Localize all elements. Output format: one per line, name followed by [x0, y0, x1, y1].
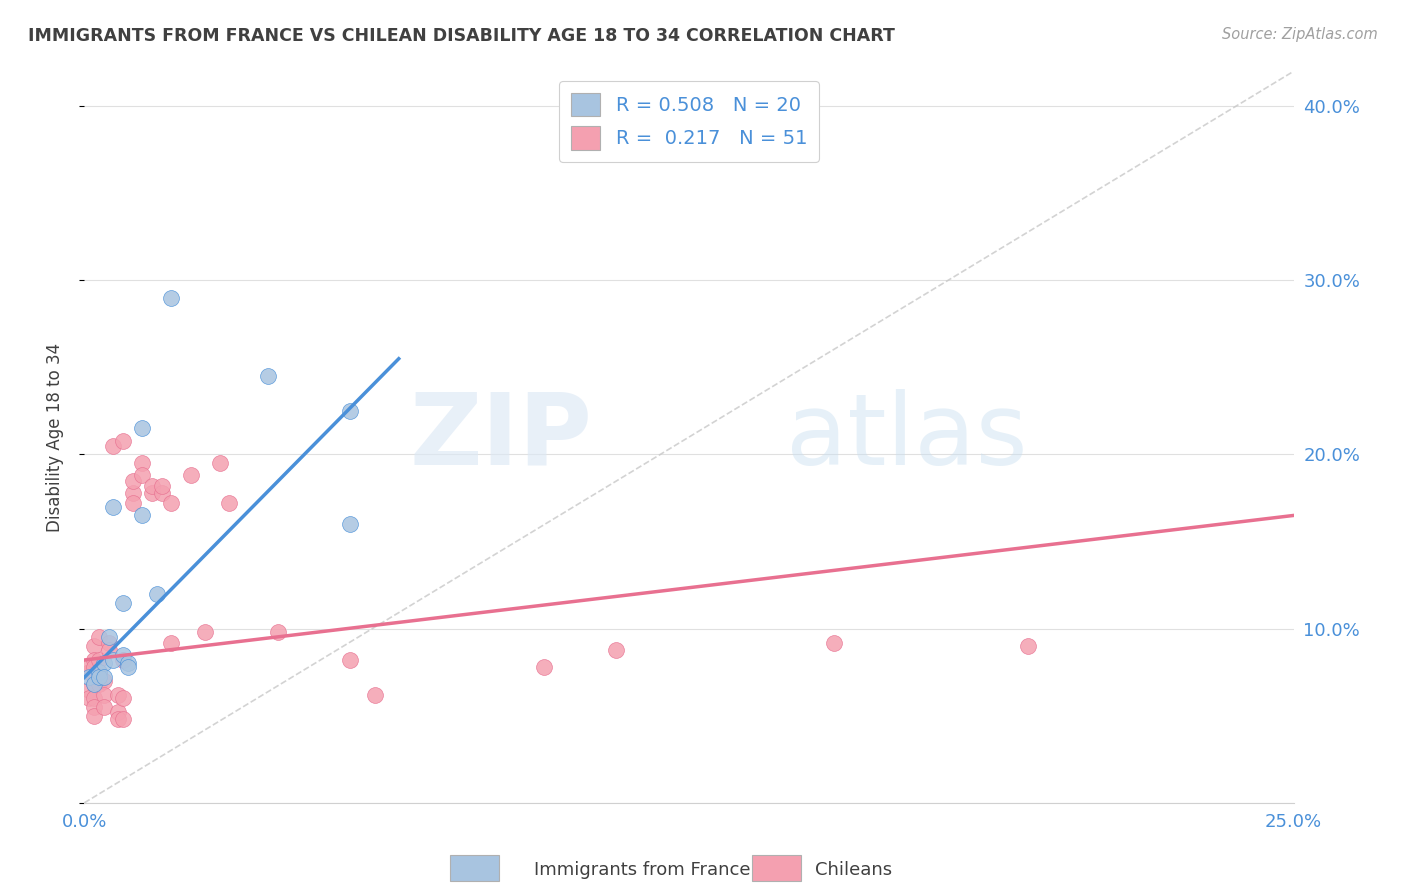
Point [77, 691, 100, 706]
Point [83, 677, 105, 691]
Point [77, 665, 100, 680]
Point [112, 653, 135, 667]
Point [107, 705, 129, 719]
Point [121, 474, 143, 488]
Point [93, 673, 115, 688]
Point [77, 660, 100, 674]
Point [131, 421, 153, 435]
Text: Source: ZipAtlas.com: Source: ZipAtlas.com [1222, 27, 1378, 42]
Point [160, 635, 183, 649]
Point [823, 635, 845, 649]
Point [83, 677, 105, 691]
Point [267, 625, 290, 640]
Point [533, 660, 555, 674]
Point [131, 468, 153, 483]
Point [97, 631, 120, 645]
Point [112, 648, 135, 662]
Point [97, 642, 120, 657]
Point [1017, 639, 1039, 653]
Point [131, 456, 153, 470]
Point [160, 496, 183, 510]
Point [112, 434, 135, 448]
Text: atlas: atlas [786, 389, 1028, 485]
Point [218, 496, 240, 510]
Y-axis label: Disability Age 18 to 34: Disability Age 18 to 34 [45, 343, 63, 532]
Point [103, 500, 125, 514]
Point [339, 653, 361, 667]
Point [112, 691, 135, 706]
Point [160, 291, 183, 305]
Point [83, 691, 105, 706]
Point [180, 468, 202, 483]
Point [112, 712, 135, 726]
Text: Chileans: Chileans [815, 861, 893, 879]
Point [93, 688, 115, 702]
Point [339, 404, 361, 418]
Point [87, 665, 110, 680]
Point [150, 485, 173, 500]
Point [131, 508, 153, 523]
Point [121, 496, 143, 510]
Point [87, 670, 110, 684]
Point [93, 670, 115, 684]
Point [83, 708, 105, 723]
Point [339, 517, 361, 532]
Text: ZIP: ZIP [409, 389, 592, 485]
Point [117, 657, 139, 671]
Point [257, 369, 280, 384]
Point [83, 639, 105, 653]
Text: Immigrants from France: Immigrants from France [534, 861, 751, 879]
Point [107, 688, 129, 702]
Point [83, 653, 105, 667]
Point [208, 456, 231, 470]
Legend: R = 0.508   N = 20, R =  0.217   N = 51: R = 0.508 N = 20, R = 0.217 N = 51 [560, 81, 818, 161]
Point [141, 485, 163, 500]
Point [87, 677, 110, 691]
Point [87, 631, 110, 645]
Text: IMMIGRANTS FROM FRANCE VS CHILEAN DISABILITY AGE 18 TO 34 CORRELATION CHART: IMMIGRANTS FROM FRANCE VS CHILEAN DISABI… [28, 27, 896, 45]
Point [107, 712, 129, 726]
Point [83, 700, 105, 714]
Point [117, 660, 139, 674]
Point [363, 688, 385, 702]
Point [150, 479, 173, 493]
Point [146, 587, 169, 601]
Point [93, 657, 115, 671]
Point [112, 595, 135, 609]
Point [83, 660, 105, 674]
Point [87, 665, 110, 680]
Point [141, 479, 163, 493]
Point [103, 439, 125, 453]
Point [77, 670, 100, 684]
Point [121, 485, 143, 500]
Point [87, 653, 110, 667]
Point [93, 700, 115, 714]
Point [194, 625, 217, 640]
Point [605, 642, 627, 657]
Point [83, 670, 105, 684]
Point [97, 635, 120, 649]
Point [103, 653, 125, 667]
Point [77, 682, 100, 697]
